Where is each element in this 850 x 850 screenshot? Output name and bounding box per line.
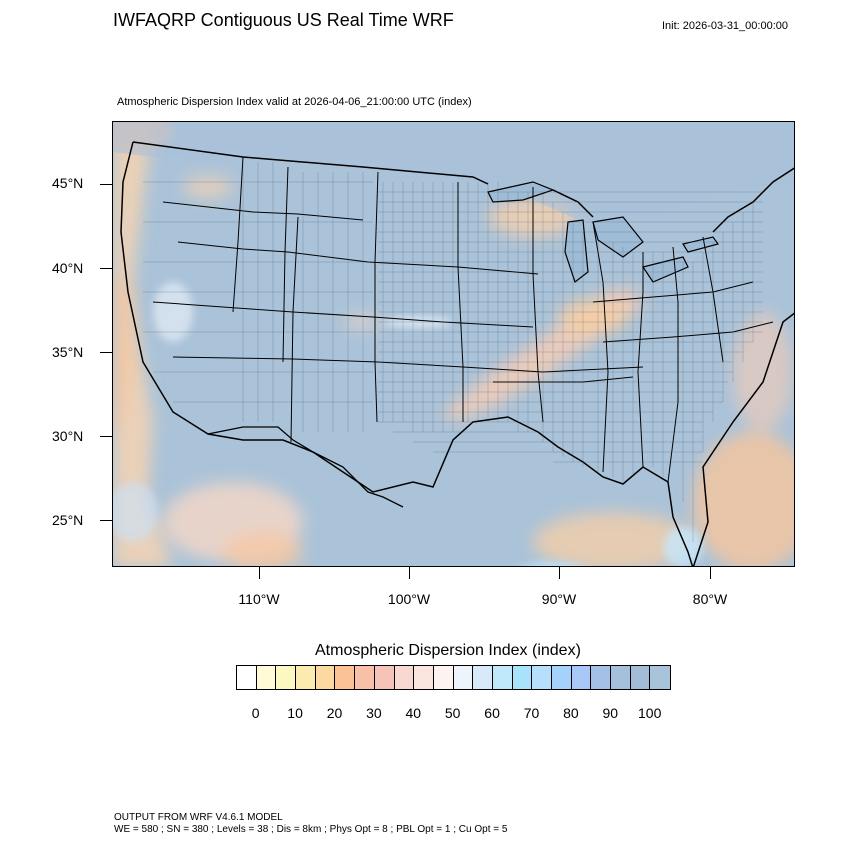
colorbar-swatch [355,666,375,689]
colorbar-swatch [335,666,356,689]
colorbar-swatch [571,666,592,689]
lat-tick [100,184,112,185]
lat-tick [100,520,112,521]
colorbar-swatch [532,666,552,689]
colorbar-title: Atmospheric Dispersion Index (index) [315,642,581,659]
colorbar-swatch [433,666,454,689]
model-info-line1: OUTPUT FROM WRF V4.6.1 MODEL [114,812,283,823]
colorbar-swatch [394,666,415,689]
init-time-label: Init: 2026-03-31_00:00:00 [662,20,788,32]
colorbar-swatch [256,666,277,689]
colorbar-label: 0 [251,705,260,721]
colorbar-swatch [650,666,671,689]
colorbar-label: 30 [366,705,382,721]
colorbar-label: 60 [484,705,500,721]
colorbar-swatch [611,666,631,689]
colorbar-label: 80 [563,705,579,721]
lon-label-100w: 100°W [387,591,431,607]
colorbar-label: 10 [287,705,303,721]
lat-label-45n: 45°N [52,175,84,191]
lat-label-30n: 30°N [52,428,84,444]
colorbar-swatch [315,666,336,689]
colorbar-swatch [296,666,316,689]
colorbar-swatch [552,666,572,689]
model-info-line2: WE = 580 ; SN = 380 ; Levels = 38 ; Dis … [114,824,508,835]
lon-label-80w: 80°W [692,591,728,607]
lat-tick [100,436,112,437]
mexico-border [207,426,404,508]
colorbar-swatch [512,666,533,689]
lon-tick [409,567,410,579]
colorbar-label: 50 [444,705,461,721]
colorbar-label: 70 [523,705,540,721]
colorbar-swatch [492,666,513,689]
colorbar-label: 100 [638,705,662,721]
colorbar-label: 20 [326,705,343,721]
colorbar-label: 40 [405,705,422,721]
lat-tick [100,268,112,269]
colorbar-label: 90 [602,705,619,721]
canada-region [113,122,794,222]
page-title: IWFAQRP Contiguous US Real Time WRF [113,10,454,30]
lat-label-25n: 25°N [52,512,84,528]
lon-label-90w: 90°W [541,591,577,607]
lat-label-40n: 40°N [52,260,84,276]
lat-label-35n: 35°N [52,344,84,360]
colorbar-swatch [591,666,612,689]
colorbar-swatch [374,666,395,689]
lat-tick [100,352,112,353]
colorbar-swatch [237,666,257,689]
colorbar-swatch [276,666,297,689]
colorbar-swatch [414,666,434,689]
dispersion-index-map [112,121,795,567]
lon-tick [559,567,560,579]
lon-tick [259,567,260,579]
colorbar-swatch [473,666,493,689]
lon-tick [710,567,711,579]
colorbar [236,665,672,690]
lon-label-110w: 110°W [238,591,280,607]
colorbar-swatch [453,666,474,689]
us-coastline [120,141,794,566]
plot-subtitle: Atmospheric Dispersion Index valid at 20… [117,96,472,108]
colorbar-swatch [630,666,651,689]
map-canvas [113,122,794,566]
county-boundaries [143,162,763,542]
